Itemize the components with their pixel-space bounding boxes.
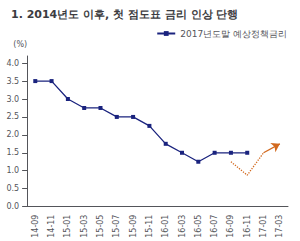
svg-text:16-11: 16-11: [243, 215, 252, 238]
svg-text:2.5: 2.5: [6, 112, 19, 121]
svg-text:17-03: 17-03: [275, 215, 284, 238]
svg-text:(%): (%): [13, 40, 27, 49]
svg-text:3.5: 3.5: [6, 77, 19, 86]
svg-text:2017년도말 예상정책금리: 2017년도말 예상정책금리: [180, 29, 287, 39]
svg-text:0.5: 0.5: [6, 184, 19, 193]
svg-text:2.0: 2.0: [6, 130, 19, 139]
svg-text:1.5: 1.5: [6, 148, 19, 157]
svg-text:4.0: 4.0: [6, 59, 19, 68]
svg-text:1. 2014년도 이후, 첫 점도표 금리 인상 단행: 1. 2014년도 이후, 첫 점도표 금리 인상 단행: [11, 8, 238, 21]
svg-text:0.0: 0.0: [6, 202, 19, 211]
svg-text:15-01: 15-01: [63, 215, 72, 238]
svg-text:16-01: 16-01: [161, 215, 170, 238]
svg-text:1.0: 1.0: [6, 166, 19, 175]
svg-text:15-03: 15-03: [80, 215, 89, 238]
svg-text:16-07: 16-07: [210, 215, 219, 238]
svg-text:15-11: 15-11: [145, 215, 154, 238]
svg-text:16-03: 16-03: [178, 215, 187, 238]
svg-text:14-09: 14-09: [31, 215, 40, 238]
svg-text:16-05: 16-05: [194, 215, 203, 238]
svg-text:3.0: 3.0: [6, 95, 19, 104]
svg-text:14-11: 14-11: [47, 215, 56, 238]
svg-text:17-01: 17-01: [259, 215, 268, 238]
svg-text:16-09: 16-09: [226, 215, 235, 238]
svg-text:15-07: 15-07: [112, 215, 121, 238]
svg-text:15-09: 15-09: [129, 215, 138, 238]
svg-text:15-05: 15-05: [96, 215, 105, 238]
